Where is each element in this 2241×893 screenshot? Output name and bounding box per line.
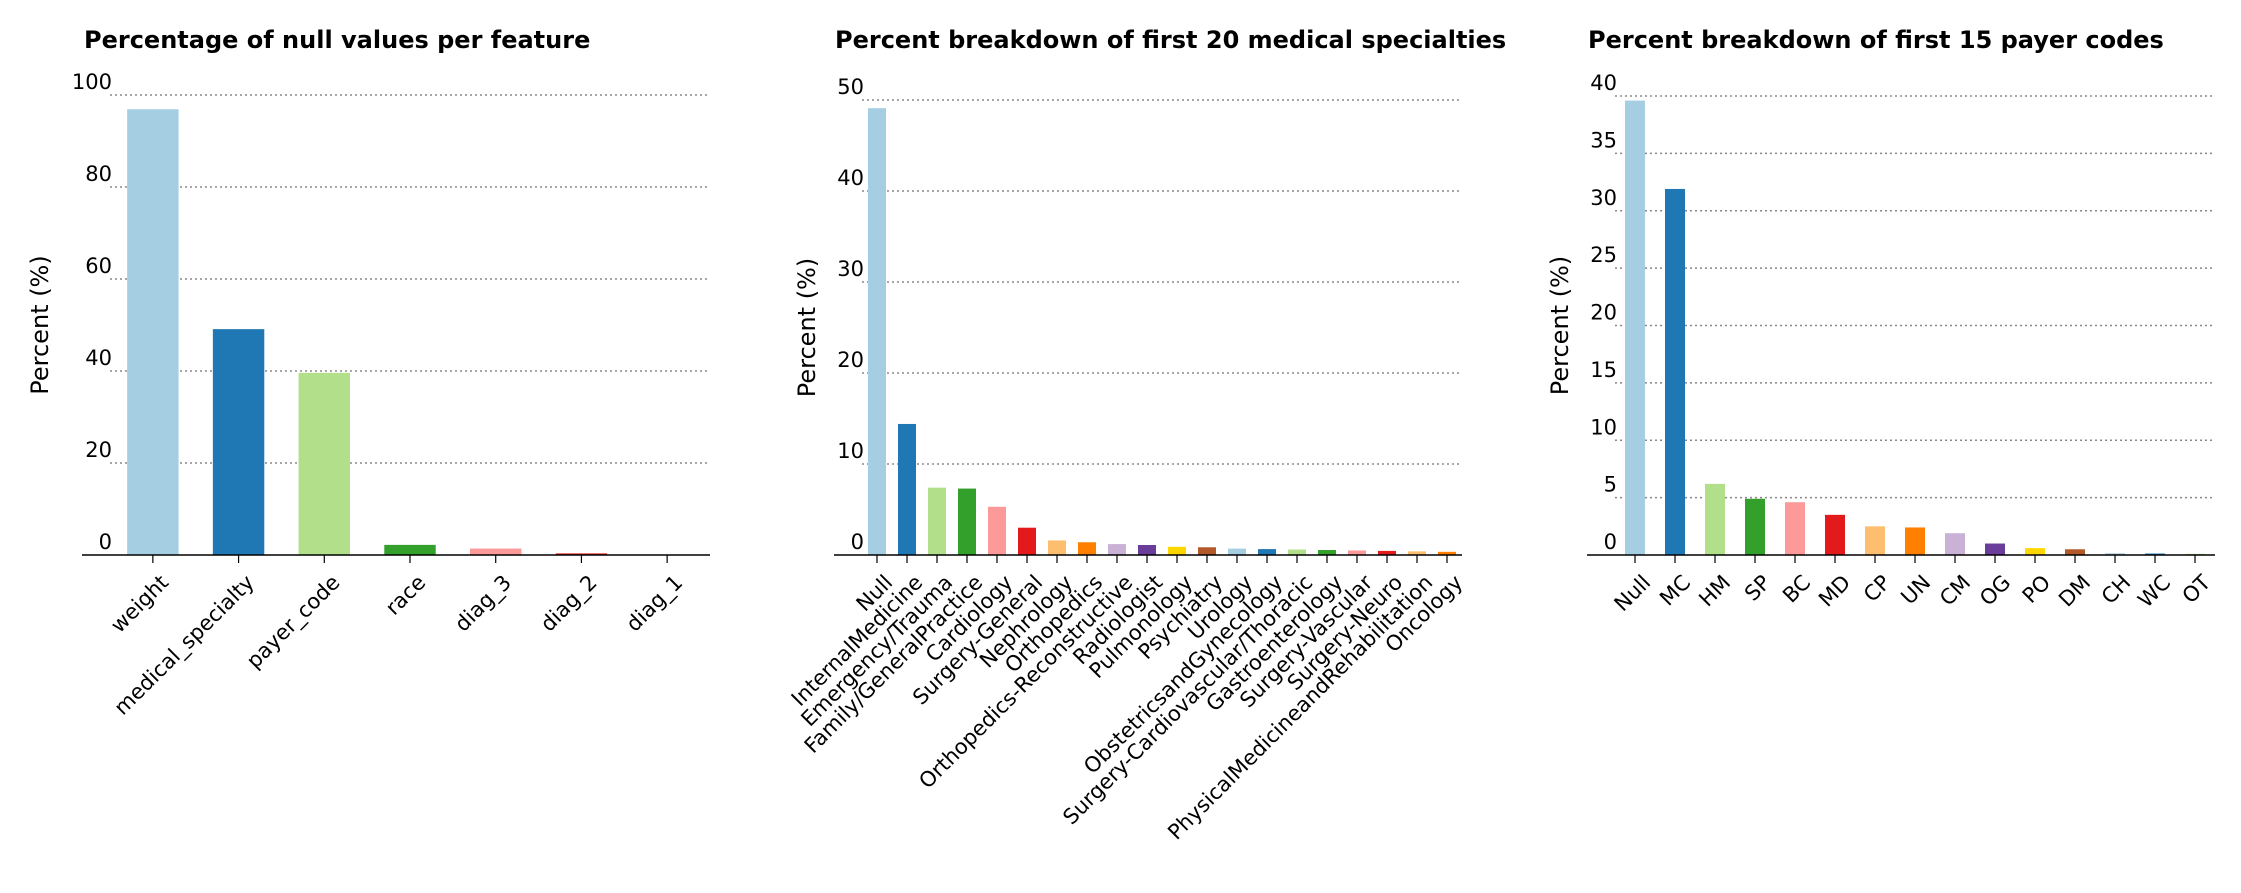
bar [1865,526,1885,555]
y-tick-label: 50 [837,75,864,99]
bar [555,553,608,555]
y-tick-labels: 0 20 40 60 80 100 [72,70,112,554]
grid-lines [862,99,1462,465]
y-tick-label: 80 [85,162,112,186]
bars [1625,100,2205,555]
y-tick-label: 100 [72,70,112,94]
bar [212,329,265,555]
bar [1078,542,1096,555]
y-tick-label: 40 [837,166,864,190]
bar [1048,540,1066,555]
grid-lines [110,94,710,464]
y-tick-label: 35 [1590,128,1617,152]
bar [868,108,886,555]
bar [1318,549,1336,555]
bar [988,506,1006,555]
y-tick-label: 0 [851,530,864,554]
bar [1985,543,2005,555]
bar [1625,100,1645,555]
bar [898,423,916,555]
bar [1348,550,1366,555]
bars [127,109,693,555]
bar [384,544,436,555]
bar [1905,527,1925,555]
y-tick-label: 25 [1590,243,1617,267]
bar [1138,544,1156,555]
chart-title: Percent breakdown of first 20 medical sp… [835,26,1506,54]
y-axis-label: Percent (%) [793,258,821,397]
bar [127,109,179,555]
bar [1408,551,1426,555]
payer-codes-chart: Percent breakdown of first 15 payer code… [1546,26,2215,616]
bar [958,488,976,555]
y-tick-label: 10 [837,439,864,463]
chart-title: Percentage of null values per feature [84,26,590,54]
bar [1438,551,1456,555]
chart-title: Percent breakdown of first 15 payer code… [1588,26,2164,54]
y-tick-label: 20 [85,438,112,462]
bar [1228,548,1246,555]
bar [1168,546,1186,555]
y-tick-label: 15 [1590,358,1617,382]
bar [470,548,522,555]
bar [1108,544,1126,555]
bar [928,487,946,555]
bar [1288,549,1306,555]
y-tick-label: 5 [1604,473,1617,497]
bar [1665,188,1685,555]
y-axis-label: Percent (%) [1546,256,1574,395]
bar [298,372,350,555]
bar [1378,550,1396,555]
y-tick-label: 40 [1590,71,1617,95]
y-tick-label: 0 [99,530,112,554]
bars [868,108,1456,555]
y-tick-label: 30 [1590,186,1617,210]
y-tick-label: 20 [1590,301,1617,325]
y-tick-label: 0 [1604,530,1617,554]
y-tick-labels: 0 10 20 30 40 50 [837,75,864,554]
bar [1945,533,1965,555]
bar [1258,549,1276,555]
y-tick-label: 60 [85,254,112,278]
bar [1785,502,1805,555]
y-tick-label: 10 [1590,415,1617,439]
y-tick-labels: 0 5 10 15 20 25 30 35 40 [1590,71,1617,554]
bar [2025,548,2045,555]
bar [1825,514,1845,555]
bar [1198,547,1216,555]
bar [1018,527,1036,555]
bar [1705,483,1725,555]
bar [1745,498,1765,555]
y-tick-label: 20 [837,348,864,372]
y-tick-label: 30 [837,257,864,281]
y-axis-label: Percent (%) [26,255,54,394]
bar [2065,549,2085,555]
y-tick-label: 40 [85,346,112,370]
bar [2105,553,2125,555]
